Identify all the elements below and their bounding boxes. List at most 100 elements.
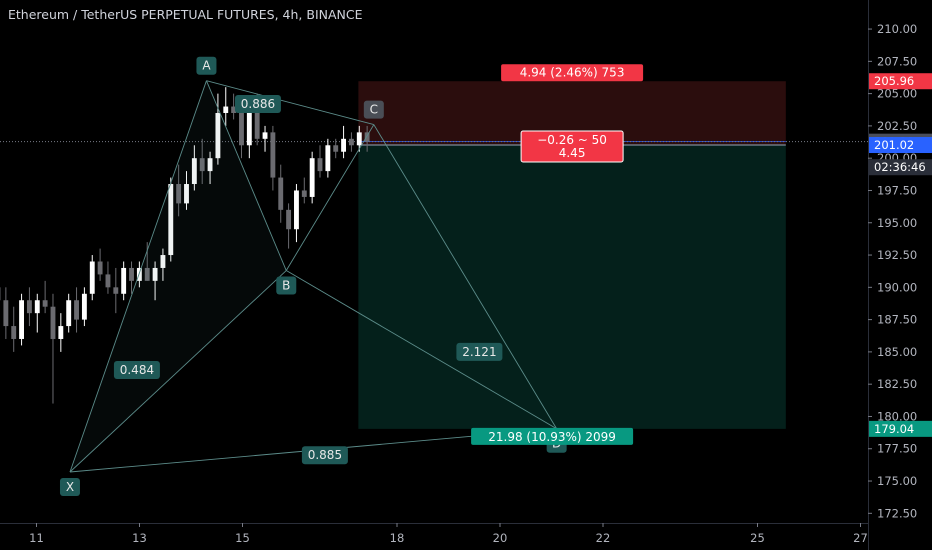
price-tick-label: 195.00 — [877, 216, 917, 230]
pattern-ratio-box — [301, 446, 348, 465]
pattern-leg-cd — [373, 124, 558, 429]
price-tick-label: 205.00 — [877, 87, 917, 101]
candle — [333, 145, 339, 152]
price-tick-label: 182.50 — [877, 377, 917, 391]
pattern-leg-ab — [206, 80, 287, 271]
price-tick-label: 202.50 — [877, 119, 917, 133]
candle — [356, 132, 362, 146]
candle — [74, 300, 79, 320]
pattern-ratio-label: 0.484 — [120, 363, 154, 377]
time-tick-label: 13 — [132, 531, 147, 545]
candle — [42, 300, 48, 307]
price-label: 201.02 — [874, 138, 914, 152]
candle — [136, 267, 142, 281]
time-tick-label: 18 — [390, 531, 405, 545]
candle — [254, 106, 260, 139]
candle — [341, 138, 347, 152]
candle — [223, 106, 229, 113]
pattern-point-box — [196, 56, 217, 75]
candle — [129, 267, 134, 281]
pattern-point-box — [59, 477, 80, 496]
candle — [294, 190, 299, 230]
candle — [11, 326, 17, 339]
candle — [97, 261, 103, 275]
candle — [286, 209, 292, 230]
stop-label-box — [501, 64, 644, 82]
candle — [262, 132, 268, 139]
candle — [278, 177, 284, 210]
candle — [105, 274, 111, 288]
time-tick-label: 20 — [493, 531, 508, 545]
price-tick-label: 185.00 — [877, 345, 917, 359]
candle — [58, 326, 64, 339]
price-axis — [868, 0, 932, 550]
time-tick-label: 25 — [750, 531, 765, 545]
pattern-leg-ac — [206, 80, 374, 126]
candle — [121, 267, 127, 294]
price-label-box — [869, 420, 932, 437]
candle — [113, 287, 119, 294]
price-tick-label: 192.50 — [877, 248, 917, 262]
pattern-ratio-box — [113, 360, 160, 379]
center-label-line1: −0.26 ~ 50 — [537, 133, 607, 147]
candle — [152, 267, 158, 281]
candle — [19, 300, 24, 339]
price-label-box — [869, 73, 932, 90]
target-label: 21.98 (10.93%) 2099 — [488, 430, 616, 444]
time-tick-label: 15 — [235, 531, 250, 545]
candle — [239, 112, 244, 146]
price-label: 179.04 — [874, 422, 914, 436]
candle — [160, 255, 166, 268]
pattern-triangle-xab — [69, 80, 287, 472]
pattern-leg-xb — [69, 270, 287, 473]
candle — [301, 190, 307, 197]
candle — [50, 306, 56, 339]
pattern-point-box — [363, 100, 384, 119]
candle — [317, 158, 323, 172]
pattern-point-label: X — [66, 480, 74, 494]
price-label: 205.96 — [874, 74, 914, 88]
candle — [89, 261, 95, 294]
pattern-point-label: B — [282, 279, 290, 293]
candle — [176, 184, 182, 204]
pattern-leg-bd — [286, 270, 557, 430]
center-label-line2: 4.45 — [559, 146, 586, 160]
candle — [309, 158, 315, 197]
center-label-box — [520, 130, 624, 163]
price-tick-label: 177.50 — [877, 442, 917, 456]
pattern-ratio-label: 0.886 — [241, 97, 275, 111]
candle — [364, 132, 370, 142]
chart-title: Ethereum / TetherUS PERPETUAL FUTURES, 4… — [8, 7, 363, 22]
time-tick-label: 27 — [853, 531, 868, 545]
target-label-box — [471, 427, 634, 445]
candle — [325, 145, 331, 172]
price-tick-label: 172.50 — [877, 506, 917, 520]
candle — [246, 106, 252, 146]
price-tick-label: 175.00 — [877, 474, 917, 488]
time-tick-label: 22 — [596, 531, 611, 545]
price-tick-label: 190.00 — [877, 280, 917, 294]
pattern-leg-bc — [285, 124, 375, 271]
candle — [348, 138, 354, 146]
candle — [3, 300, 9, 327]
pattern-ratio-box — [456, 342, 503, 361]
candle — [34, 300, 40, 314]
pattern-leg-xa — [69, 80, 207, 473]
candle — [199, 158, 205, 172]
price-tick-label: 207.50 — [877, 54, 917, 68]
price-label-box — [869, 159, 932, 176]
candle — [215, 112, 221, 159]
pattern-point-label: A — [202, 59, 211, 73]
candle — [207, 158, 213, 172]
price-label-box — [869, 137, 932, 154]
candle — [26, 300, 32, 314]
price-tick-label: 187.50 — [877, 313, 917, 327]
candle — [270, 132, 276, 178]
candle — [184, 184, 189, 204]
take-profit-zone — [358, 145, 786, 429]
stop-label: 4.94 (2.46%) 753 — [520, 66, 625, 80]
price-tick-label: 180.00 — [877, 409, 917, 423]
pattern-ratio-label: 2.121 — [462, 345, 496, 359]
candle — [81, 293, 87, 320]
